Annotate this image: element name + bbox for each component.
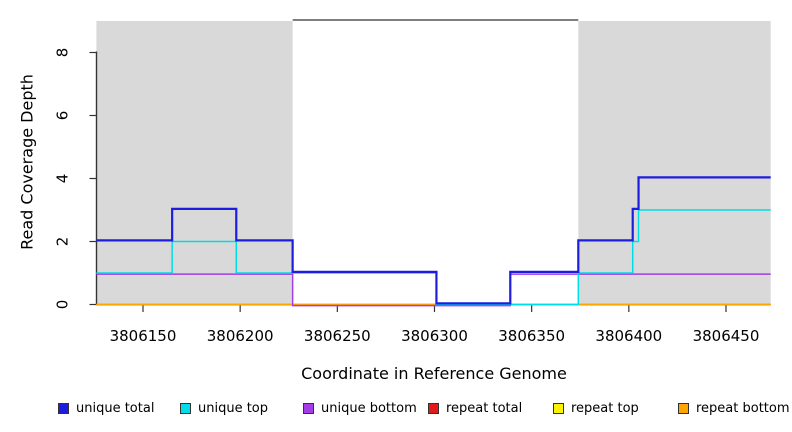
legend-item-unique-bottom: unique bottom (303, 399, 417, 417)
legend-item-repeat-total: repeat total (428, 399, 522, 417)
legend-label: repeat bottom (696, 400, 790, 416)
right-shaded-region (578, 21, 771, 305)
x-tick-label: 3806300 (401, 327, 468, 345)
x-tick-label: 3806400 (595, 327, 662, 345)
series-line-unique-bottom (96, 273, 771, 307)
unique-bottom-swatch-icon (303, 402, 314, 414)
y-tick-label: 6 (53, 111, 71, 121)
legend-item-unique-total: unique total (58, 399, 154, 417)
left-shaded-region (96, 21, 293, 305)
repeat-bottom-swatch-icon (678, 402, 689, 414)
y-tick-label: 0 (53, 300, 71, 310)
series-lines (96, 176, 771, 307)
repeat-total-swatch-icon (428, 402, 439, 414)
unique-total-swatch-icon (58, 402, 69, 414)
y-tick-label: 8 (53, 48, 71, 58)
series-line-unique-total (96, 176, 771, 305)
y-tick-label: 2 (53, 237, 71, 247)
legend-label: repeat total (446, 400, 523, 416)
y-tick-label: 4 (53, 174, 71, 184)
y-axis-label: Read Coverage Depth (18, 74, 37, 250)
legend-label: unique top (198, 400, 269, 416)
legend: unique total unique top unique bottom re… (0, 399, 792, 423)
shaded-regions (96, 19, 771, 305)
legend-item-repeat-bottom: repeat bottom (678, 399, 790, 417)
x-tick-label: 3806150 (110, 327, 177, 345)
x-tick-label: 3806250 (304, 327, 371, 345)
tick-labels: 3806150 3806200 3806250 3806300 3806350 38064… (53, 48, 759, 345)
x-tick-label: 3806200 (207, 327, 274, 345)
legend-item-repeat-top: repeat top (553, 399, 639, 417)
x-tick-label: 3806350 (498, 327, 565, 345)
legend-label: unique bottom (321, 400, 417, 416)
legend-item-unique-top: unique top (180, 399, 268, 417)
legend-label: unique total (76, 400, 155, 416)
repeat-top-swatch-icon (553, 402, 564, 414)
legend-label: repeat top (571, 400, 639, 416)
unique-top-swatch-icon (180, 402, 191, 414)
x-tick-label: 3806450 (693, 327, 760, 345)
x-axis-label: Coordinate in Reference Genome (301, 364, 567, 383)
